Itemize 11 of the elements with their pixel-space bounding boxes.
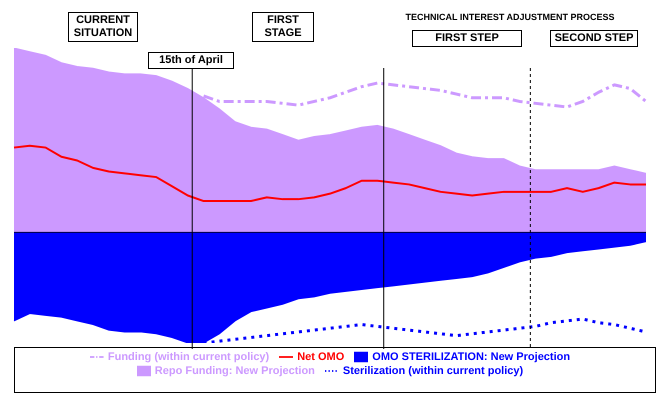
annotation: 15th of April bbox=[148, 52, 234, 69]
legend-label: Funding (within current policy) bbox=[108, 350, 270, 363]
text: SECOND STEP bbox=[550, 30, 638, 47]
legend-label: OMO STERILIZATION: New Projection bbox=[372, 350, 570, 363]
legend-label: Repo Funding: New Projection bbox=[154, 364, 315, 377]
text: TECHNICAL INTEREST ADJUSTMENT PROCESS bbox=[404, 11, 616, 24]
legend-label: Sterilization (within current policy) bbox=[342, 364, 524, 377]
legend-label: Net OMO bbox=[297, 350, 344, 363]
text: CURRENT SITUATION bbox=[68, 12, 138, 42]
text: FIRST STAGE bbox=[252, 12, 314, 42]
text: FIRST STEP bbox=[412, 30, 522, 47]
